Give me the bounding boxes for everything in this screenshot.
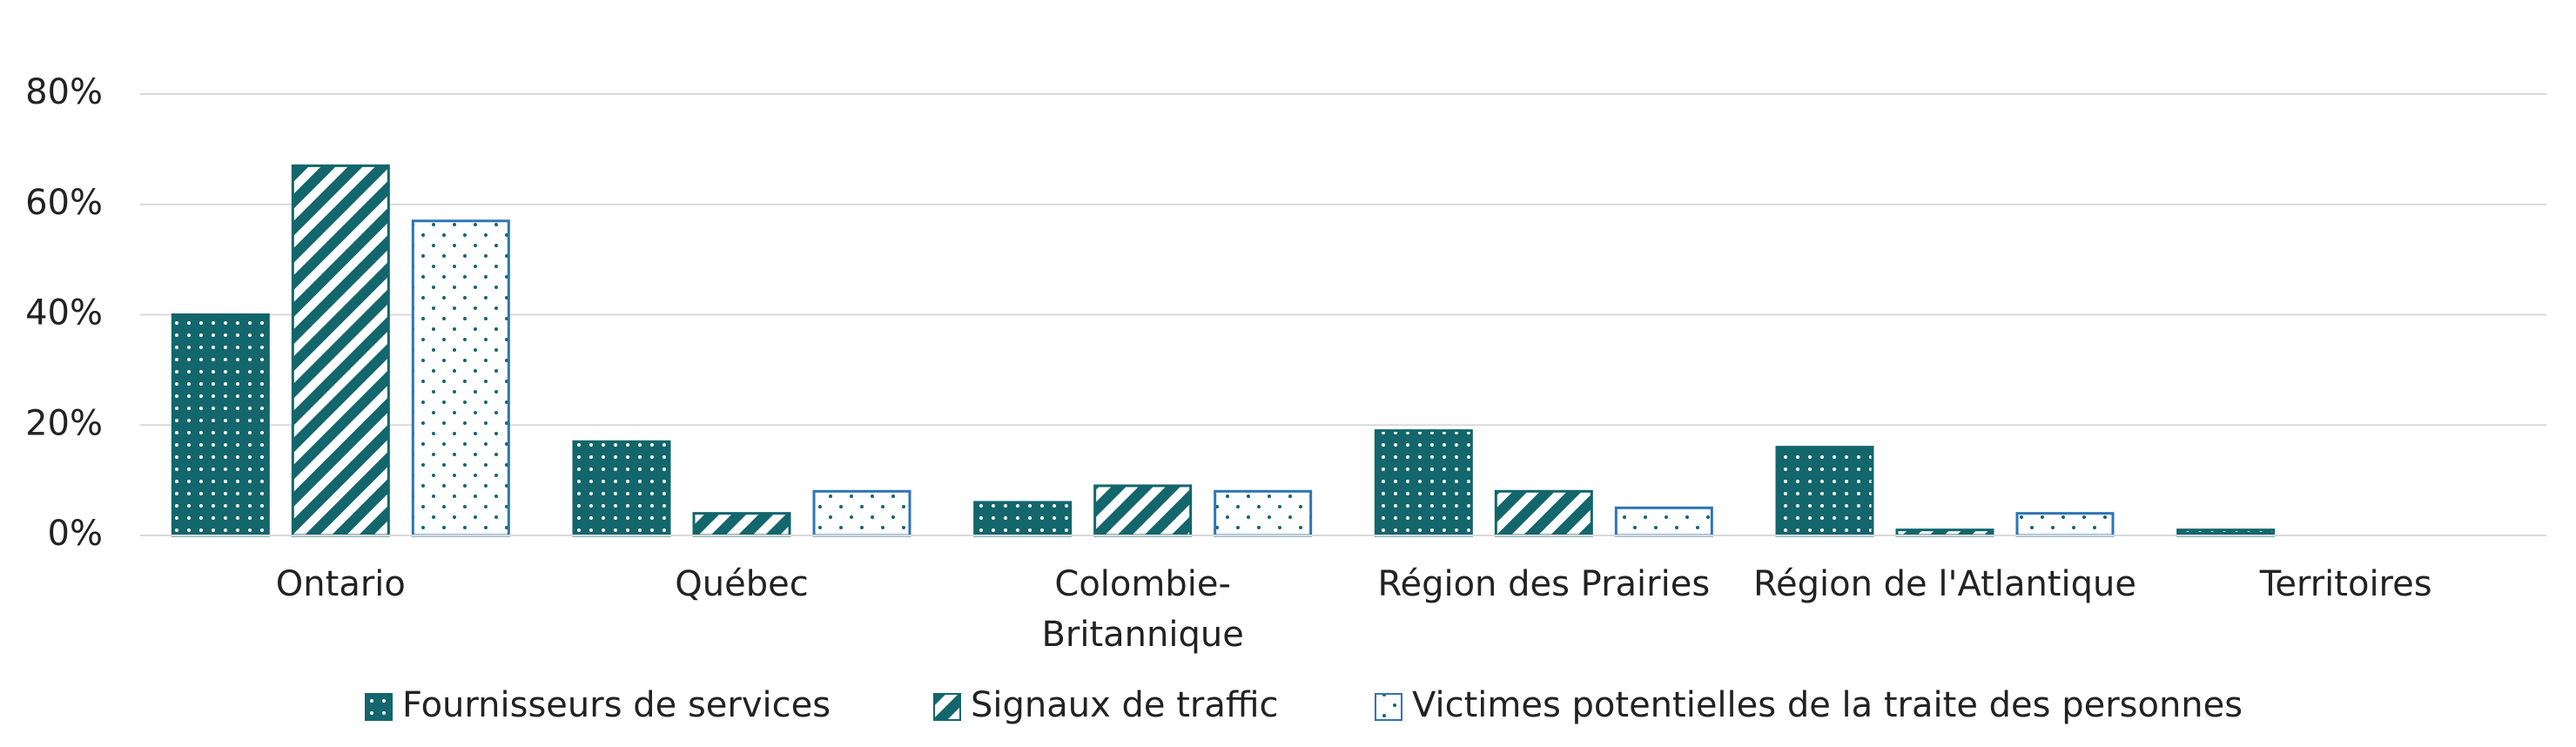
bar: [2015, 512, 2115, 537]
x-tick-label: Territoires: [2259, 564, 2432, 604]
bar: [812, 489, 911, 537]
y-tick-label: 60%: [25, 183, 103, 223]
x-tick-label: Région de l'Atlantique: [1753, 564, 2136, 604]
bar: [291, 164, 390, 537]
bar: [1214, 489, 1313, 537]
legend-label: Signaux de traffic: [971, 685, 1279, 725]
bar: [572, 440, 671, 537]
bar: [973, 501, 1073, 537]
y-tick-label: 20%: [25, 403, 103, 443]
y-tick-label: 80%: [25, 72, 103, 112]
x-tick-label: Colombie-Britannique: [1041, 564, 1243, 655]
x-tick-label: Région des Prairies: [1377, 564, 1710, 604]
bar: [1614, 506, 1713, 537]
legend-label: Fournisseurs de services: [402, 685, 831, 725]
x-tick-label: Québec: [675, 564, 808, 604]
legend-swatch: [1375, 693, 1402, 721]
legend-swatch: [365, 693, 393, 721]
y-tick-label: 40%: [25, 293, 103, 333]
bar: [1093, 484, 1193, 537]
bar: [1494, 489, 1593, 537]
bar: [1775, 446, 1874, 537]
bar: [171, 313, 270, 537]
y-tick-label: 0%: [48, 514, 103, 554]
bar: [692, 512, 791, 537]
x-tick-label: Ontario: [276, 564, 406, 604]
legend-label: Victimes potentielles de la traite des p…: [1412, 685, 2243, 725]
bar: [1374, 429, 1473, 537]
bar: [411, 219, 510, 537]
legend-swatch: [933, 693, 961, 721]
